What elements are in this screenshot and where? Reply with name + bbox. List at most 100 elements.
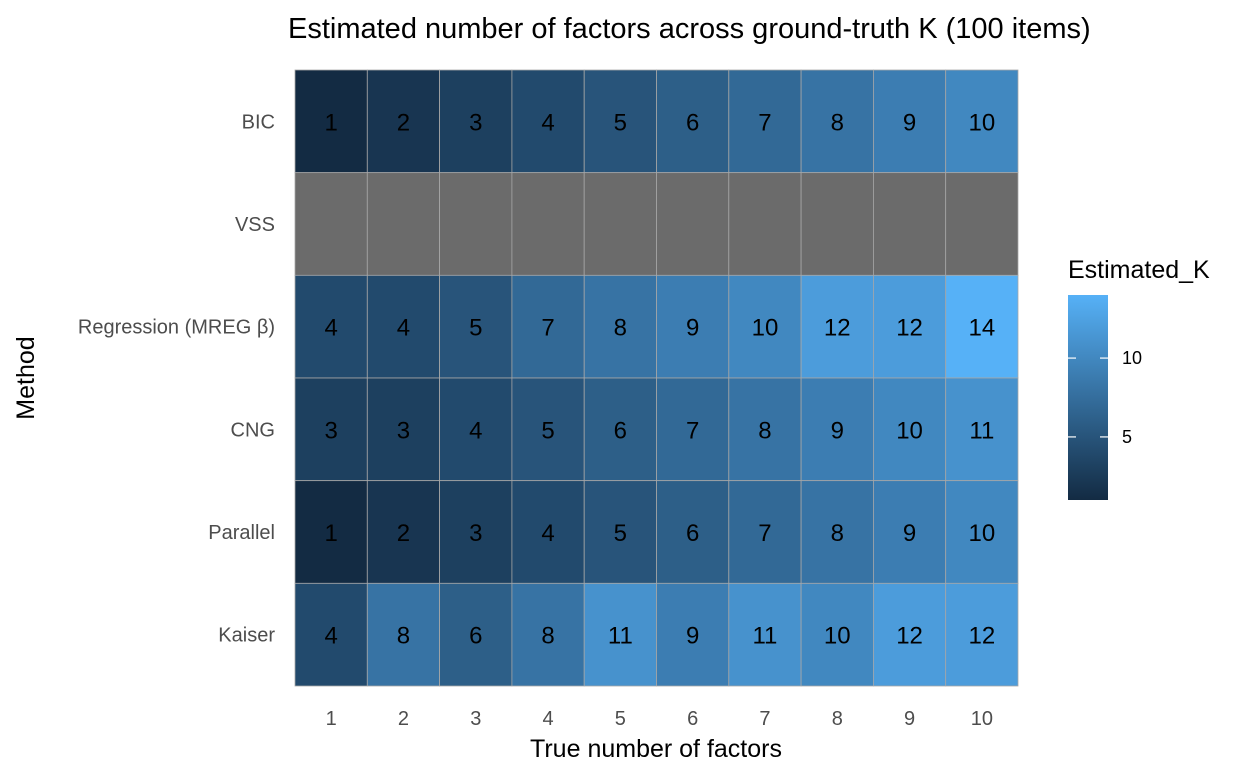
heatmap-cell-bic-10 <box>945 69 1019 174</box>
cell-label-cng-4: 5 <box>541 417 554 444</box>
cell-label-kaiser-6: 9 <box>686 623 699 650</box>
cell-label-parallel-2: 2 <box>397 520 410 547</box>
x-tick-label-1: 1 <box>326 708 337 730</box>
cell-label-kaiser-2: 8 <box>397 623 410 650</box>
chart-title: Estimated number of factors across groun… <box>288 13 1091 45</box>
heatmap-cell-regression-mreg-7 <box>728 274 802 379</box>
y-tick-label-kaiser: Kaiser <box>218 625 275 647</box>
heatmap-cell-kaiser-8 <box>800 582 874 687</box>
heatmap-cell-bic-8 <box>800 69 874 174</box>
cell-label-cng-1: 3 <box>324 417 337 444</box>
y-tick-label-cng: CNG <box>231 419 275 441</box>
cell-label-bic-2: 2 <box>397 109 410 136</box>
heatmap-cell-vss-10 <box>945 172 1019 276</box>
x-axis-title: True number of factors <box>530 735 782 763</box>
cell-label-regression-mreg-3: 5 <box>469 315 482 342</box>
heatmap-cell-bic-4 <box>511 69 585 174</box>
heatmap-cell-vss-3 <box>439 172 513 276</box>
cell-label-kaiser-9: 12 <box>896 623 923 650</box>
heatmap-cell-bic-2 <box>366 69 440 174</box>
heatmap-cell-cng-5 <box>583 377 657 482</box>
heatmap-cell-parallel-7 <box>728 480 802 584</box>
cell-label-kaiser-3: 6 <box>469 623 482 650</box>
cell-label-kaiser-5: 11 <box>608 623 633 650</box>
cell-label-kaiser-4: 8 <box>541 623 554 650</box>
x-tick-label-6: 6 <box>687 708 698 730</box>
cell-label-regression-mreg-1: 4 <box>324 315 337 342</box>
cell-label-regression-mreg-9: 12 <box>896 315 923 342</box>
heatmap-cell-vss-7 <box>728 172 802 276</box>
heatmap-cell-regression-mreg-5 <box>583 274 657 379</box>
heatmap-cell-vss-6 <box>656 172 730 276</box>
heatmap-cell-cng-8 <box>800 377 874 482</box>
cell-label-bic-1: 1 <box>324 109 337 136</box>
heatmap-cell-cng-1 <box>294 377 368 482</box>
heatmap-cell-parallel-8 <box>800 480 874 584</box>
cell-label-cng-5: 6 <box>614 417 627 444</box>
heatmap-cells <box>294 69 1019 687</box>
heatmap-cell-vss-8 <box>800 172 874 276</box>
x-tick-label-10: 10 <box>971 708 993 730</box>
cell-label-parallel-9: 9 <box>903 520 916 547</box>
heatmap-cell-bic-3 <box>439 69 513 174</box>
cell-label-cng-8: 9 <box>831 417 844 444</box>
heatmap-cell-kaiser-3 <box>439 582 513 687</box>
cell-label-cng-9: 10 <box>896 417 923 444</box>
cell-label-parallel-3: 3 <box>469 520 482 547</box>
cell-label-cng-3: 4 <box>469 417 482 444</box>
heatmap-cell-cng-3 <box>439 377 513 482</box>
y-axis-title: Method <box>12 336 40 419</box>
x-tick-label-2: 2 <box>398 708 409 730</box>
legend-tick-label-10: 10 <box>1122 348 1142 368</box>
cell-label-regression-mreg-6: 9 <box>686 315 699 342</box>
cell-label-kaiser-7: 11 <box>752 623 777 650</box>
heatmap-cell-cng-2 <box>366 377 440 482</box>
heatmap-cell-regression-mreg-8 <box>800 274 874 379</box>
heatmap-cell-bic-1 <box>294 69 368 174</box>
cell-label-regression-mreg-8: 12 <box>824 315 851 342</box>
heatmap-cell-cng-9 <box>873 377 947 482</box>
heatmap-cell-kaiser-1 <box>294 582 368 687</box>
y-tick-label-parallel: Parallel <box>208 522 275 544</box>
heatmap-cell-parallel-10 <box>945 480 1019 584</box>
cell-label-parallel-10: 10 <box>968 520 995 547</box>
heatmap-cell-regression-mreg-9 <box>873 274 947 379</box>
cell-label-kaiser-10: 12 <box>968 623 995 650</box>
heatmap-cell-regression-mreg-3 <box>439 274 513 379</box>
cell-label-bic-5: 5 <box>614 109 627 136</box>
x-tick-label-5: 5 <box>615 708 626 730</box>
heatmap-cell-vss-1 <box>294 172 368 276</box>
cell-label-parallel-5: 5 <box>614 520 627 547</box>
x-tick-label-8: 8 <box>832 708 843 730</box>
legend-tick-label-5: 5 <box>1122 427 1132 447</box>
cell-label-cng-2: 3 <box>397 417 410 444</box>
heatmap-cell-vss-9 <box>873 172 947 276</box>
cell-label-bic-9: 9 <box>903 109 916 136</box>
x-tick-label-7: 7 <box>759 708 770 730</box>
cell-label-bic-10: 10 <box>968 109 995 136</box>
heatmap-cell-labels: 1 2 3 4 5 6 7 8 9 104 4 5 7 8 9 10 12 12 143 3 4 5 6 7 8 9 10 111 2 3… <box>324 109 995 649</box>
heatmap-cell-vss-4 <box>511 172 585 276</box>
heatmap-cell-kaiser-7 <box>728 582 802 687</box>
y-tick-label-bic: BIC <box>242 111 275 133</box>
heatmap-cell-kaiser-2 <box>366 582 440 687</box>
heatmap-cell-bic-5 <box>583 69 657 174</box>
x-tick-label-4: 4 <box>542 708 553 730</box>
cell-label-parallel-4: 4 <box>541 520 554 547</box>
cell-label-bic-3: 3 <box>469 109 482 136</box>
heatmap-cell-vss-5 <box>583 172 657 276</box>
legend-title: Estimated_K <box>1068 256 1210 284</box>
y-tick-label-vss: VSS <box>235 214 275 236</box>
cell-label-kaiser-8: 10 <box>824 623 851 650</box>
y-tick-label-regression-mreg: Regression (MREG β) <box>78 317 275 339</box>
heatmap-cell-parallel-1 <box>294 480 368 584</box>
legend-ticks: 5 10 <box>1068 348 1142 447</box>
heatmap-cell-parallel-6 <box>656 480 730 584</box>
x-tick-label-3: 3 <box>470 708 481 730</box>
heatmap-cell-vss-2 <box>366 172 440 276</box>
x-tick-label-9: 9 <box>904 708 915 730</box>
cell-label-cng-6: 7 <box>686 417 699 444</box>
heatmap-cell-regression-mreg-10 <box>945 274 1019 379</box>
heatmap-cell-regression-mreg-6 <box>656 274 730 379</box>
